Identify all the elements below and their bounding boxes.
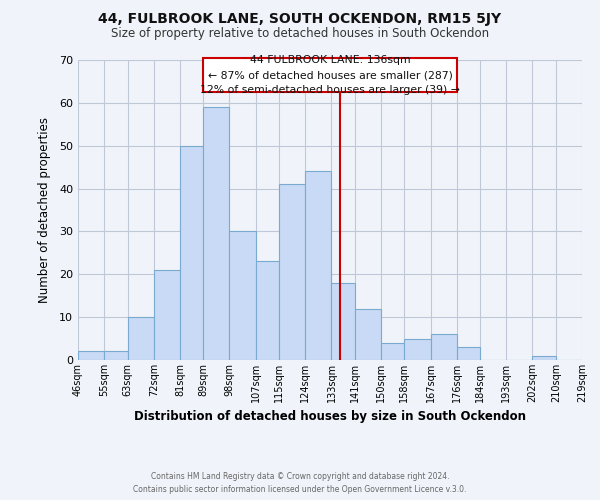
Bar [355,308,381,360]
X-axis label: Distribution of detached houses by size in South Ockendon: Distribution of detached houses by size … [134,410,526,424]
Bar [457,347,480,360]
Bar [331,283,355,360]
Bar [229,232,256,360]
Bar [256,262,279,360]
Bar [279,184,305,360]
Bar [431,334,457,360]
Bar [404,338,431,360]
Text: 44 FULBROOK LANE: 136sqm
← 87% of detached houses are smaller (287)
12% of semi-: 44 FULBROOK LANE: 136sqm ← 87% of detach… [200,55,460,95]
Bar [305,172,331,360]
Bar [104,352,128,360]
Text: 44, FULBROOK LANE, SOUTH OCKENDON, RM15 5JY: 44, FULBROOK LANE, SOUTH OCKENDON, RM15 … [98,12,502,26]
Y-axis label: Number of detached properties: Number of detached properties [38,117,50,303]
Text: Size of property relative to detached houses in South Ockendon: Size of property relative to detached ho… [111,28,489,40]
Bar [532,356,556,360]
Bar [180,146,203,360]
Bar [203,107,229,360]
FancyBboxPatch shape [203,58,457,92]
Bar [78,352,104,360]
Bar [128,317,154,360]
Bar [154,270,180,360]
Text: Contains HM Land Registry data © Crown copyright and database right 2024.
Contai: Contains HM Land Registry data © Crown c… [133,472,467,494]
Bar [381,343,404,360]
